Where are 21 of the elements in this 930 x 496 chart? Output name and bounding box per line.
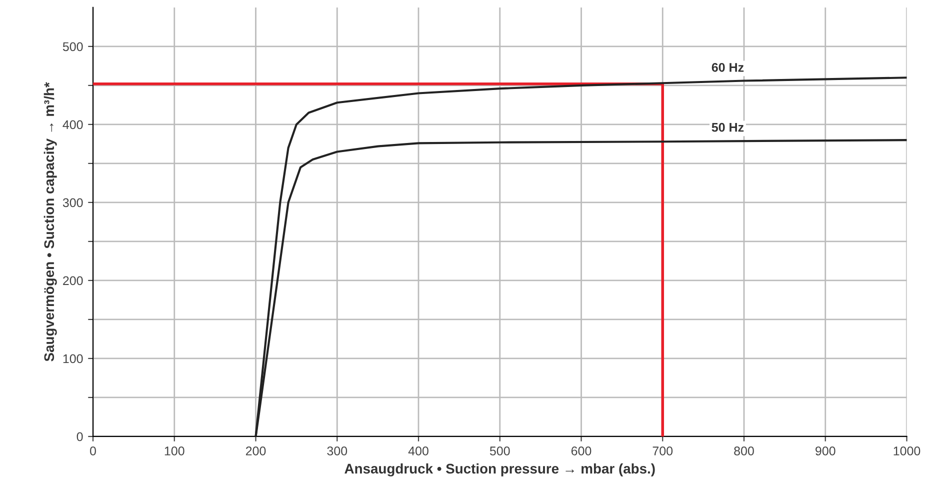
y-tick-label: 100 bbox=[63, 354, 83, 364]
y-axis-title: Saugvermögen • Suction capacity → m³/h* bbox=[44, 82, 57, 362]
x-axis-title: Ansaugdruck • Suction pressure → mbar (abs.) bbox=[344, 463, 655, 476]
x-tick-label: 500 bbox=[490, 446, 510, 456]
y-tick-label: 0 bbox=[76, 432, 83, 442]
x-tick-label: 900 bbox=[816, 446, 836, 456]
y-tick-label: 400 bbox=[62, 120, 83, 130]
x-tick-label: 300 bbox=[327, 446, 348, 456]
x-tick-label: 800 bbox=[734, 446, 754, 456]
x-tick-label: 600 bbox=[571, 446, 592, 456]
x-tick-label: 400 bbox=[408, 446, 428, 456]
y-tick-label: 300 bbox=[62, 198, 83, 208]
series-label: 50 Hz bbox=[712, 122, 744, 132]
y-tick-label: 200 bbox=[63, 276, 83, 286]
x-tick-label: 0 bbox=[90, 446, 96, 456]
x-tick-label: 200 bbox=[246, 446, 266, 456]
x-tick-label: 100 bbox=[164, 446, 184, 456]
series-label: 60 Hz bbox=[712, 62, 744, 72]
x-tick-label: 1000 bbox=[894, 446, 920, 456]
x-tick-label: 700 bbox=[652, 446, 673, 456]
y-tick-label: 500 bbox=[62, 42, 83, 52]
